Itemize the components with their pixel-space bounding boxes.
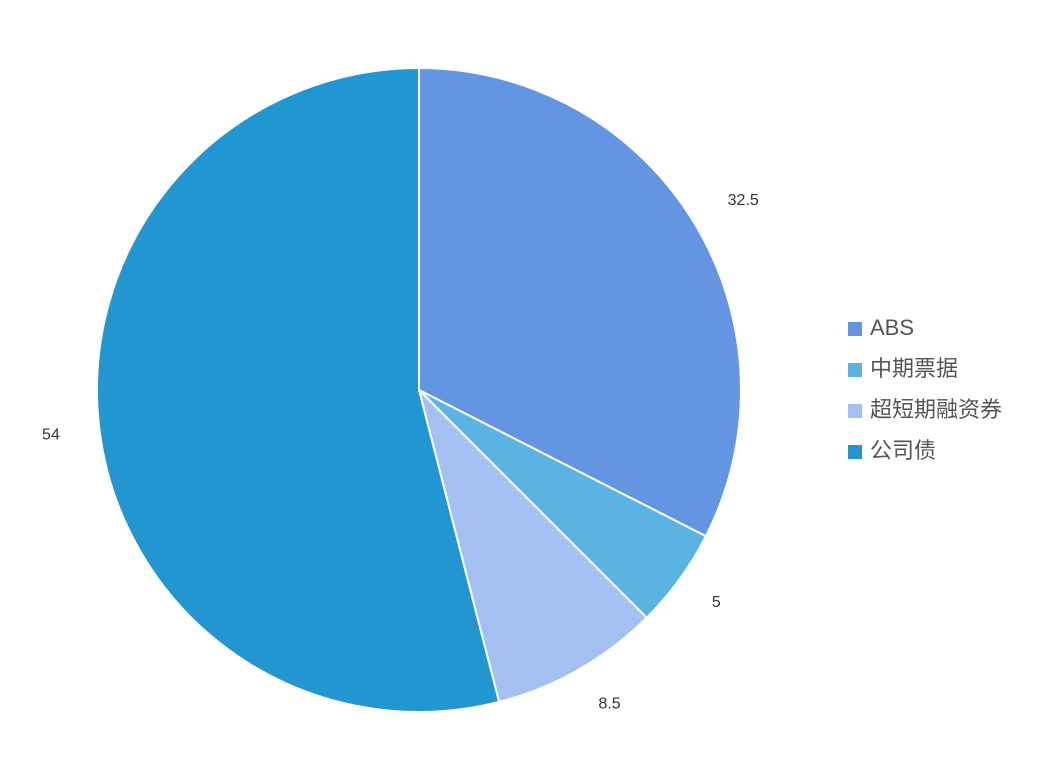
legend-swatch: [848, 363, 862, 377]
data-label: 5: [712, 594, 721, 611]
legend-label: ABS: [870, 315, 914, 340]
data-label: 8.5: [598, 696, 620, 713]
legend-label: 中期票据: [870, 356, 958, 381]
legend-label: 超短期融资券: [870, 397, 1002, 422]
legend-label: 公司债: [870, 438, 936, 463]
data-label: 54: [42, 427, 60, 444]
legend-swatch: [848, 322, 862, 336]
pie-slice: [418, 66, 742, 538]
pie-slice: [96, 66, 501, 713]
legend-swatch: [848, 445, 862, 459]
pie-slice: [417, 386, 649, 704]
data-label: 32.5: [728, 192, 759, 209]
legend-swatch: [848, 404, 862, 418]
